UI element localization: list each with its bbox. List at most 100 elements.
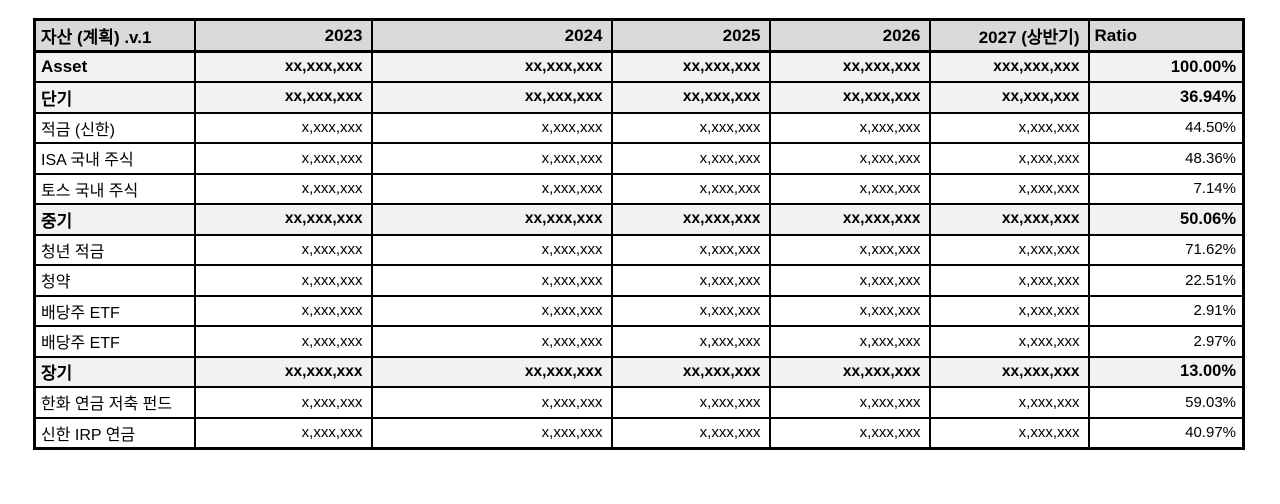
cell-value-2023: xx,xxx,xxx	[193, 81, 373, 114]
table-row-shinhan-irp-pension: 신한 IRP 연금 x,xxx,xxx x,xxx,xxx x,xxx,xxx …	[33, 416, 1245, 449]
cell-value-2025: xx,xxx,xxx	[610, 81, 771, 114]
cell-value-2025: xx,xxx,xxx	[610, 355, 771, 388]
cell-value-2027: x,xxx,xxx	[928, 264, 1090, 297]
cell-value-2023: x,xxx,xxx	[193, 172, 373, 205]
cell-value-2026: x,xxx,xxx	[768, 111, 931, 144]
cell-value-2026: x,xxx,xxx	[768, 294, 931, 327]
cell-value-2026: x,xxx,xxx	[768, 325, 931, 358]
cell-value-2025: x,xxx,xxx	[610, 325, 771, 358]
table-row-short-term: 단기 xx,xxx,xxx xx,xxx,xxx xx,xxx,xxx xx,x…	[33, 81, 1245, 114]
row-label: 청약	[33, 264, 196, 297]
cell-value-2024: x,xxx,xxx	[370, 111, 613, 144]
cell-value-2023: x,xxx,xxx	[193, 294, 373, 327]
cell-value-2025: x,xxx,xxx	[610, 233, 771, 266]
cell-ratio: 50.06%	[1087, 203, 1245, 236]
row-label: 장기	[33, 355, 196, 388]
cell-value-2027: x,xxx,xxx	[928, 172, 1090, 205]
cell-value-2025: xx,xxx,xxx	[610, 50, 771, 83]
cell-ratio: 100.00%	[1087, 50, 1245, 83]
cell-value-2026: x,xxx,xxx	[768, 172, 931, 205]
row-label: 청년 적금	[33, 233, 196, 266]
cell-value-2026: xx,xxx,xxx	[768, 50, 931, 83]
cell-ratio: 40.97%	[1087, 416, 1245, 449]
table-row-housing-subscription: 청약 x,xxx,xxx x,xxx,xxx x,xxx,xxx x,xxx,x…	[33, 264, 1245, 297]
column-header-title: 자산 (계획) .v.1	[33, 18, 196, 53]
table-row-savings-shinhan: 적금 (신한) x,xxx,xxx x,xxx,xxx x,xxx,xxx x,…	[33, 111, 1245, 144]
cell-ratio: 13.00%	[1087, 355, 1245, 388]
row-label: 토스 국내 주식	[33, 172, 196, 205]
cell-value-2024: x,xxx,xxx	[370, 172, 613, 205]
cell-value-2027: x,xxx,xxx	[928, 416, 1090, 449]
row-label: Asset	[33, 50, 196, 83]
cell-ratio: 22.51%	[1087, 264, 1245, 297]
row-label: 신한 IRP 연금	[33, 416, 196, 449]
cell-value-2027: x,xxx,xxx	[928, 386, 1090, 419]
cell-value-2027: x,xxx,xxx	[928, 142, 1090, 175]
cell-value-2027: xx,xxx,xxx	[928, 355, 1090, 388]
cell-value-2025: xx,xxx,xxx	[610, 203, 771, 236]
cell-value-2026: x,xxx,xxx	[768, 142, 931, 175]
cell-value-2023: x,xxx,xxx	[193, 325, 373, 358]
column-header-2026: 2026	[768, 18, 931, 53]
cell-value-2023: xx,xxx,xxx	[193, 50, 373, 83]
row-label: ISA 국내 주식	[33, 142, 196, 175]
cell-value-2027: xx,xxx,xxx	[928, 81, 1090, 114]
cell-value-2027: x,xxx,xxx	[928, 233, 1090, 266]
cell-value-2026: xx,xxx,xxx	[768, 355, 931, 388]
column-header-2023: 2023	[193, 18, 373, 53]
cell-value-2024: x,xxx,xxx	[370, 386, 613, 419]
cell-value-2027: xxx,xxx,xxx	[928, 50, 1090, 83]
cell-ratio: 36.94%	[1087, 81, 1245, 114]
table-row-isa-domestic-stock: ISA 국내 주식 x,xxx,xxx x,xxx,xxx x,xxx,xxx …	[33, 142, 1245, 175]
column-header-ratio: Ratio	[1087, 18, 1245, 53]
cell-value-2027: xx,xxx,xxx	[928, 203, 1090, 236]
cell-value-2023: xx,xxx,xxx	[193, 203, 373, 236]
row-label: 배당주 ETF	[33, 325, 196, 358]
cell-ratio: 2.91%	[1087, 294, 1245, 327]
cell-value-2024: x,xxx,xxx	[370, 264, 613, 297]
cell-value-2027: x,xxx,xxx	[928, 325, 1090, 358]
cell-value-2026: x,xxx,xxx	[768, 233, 931, 266]
table-row-long-term: 장기 xx,xxx,xxx xx,xxx,xxx xx,xxx,xxx xx,x…	[33, 355, 1245, 388]
table-row-asset: Asset xx,xxx,xxx xx,xxx,xxx xx,xxx,xxx x…	[33, 50, 1245, 83]
cell-value-2027: x,xxx,xxx	[928, 111, 1090, 144]
table-row-mid-term: 중기 xx,xxx,xxx xx,xxx,xxx xx,xxx,xxx xx,x…	[33, 203, 1245, 236]
cell-value-2025: x,xxx,xxx	[610, 111, 771, 144]
cell-value-2024: x,xxx,xxx	[370, 233, 613, 266]
cell-value-2024: x,xxx,xxx	[370, 142, 613, 175]
cell-ratio: 7.14%	[1087, 172, 1245, 205]
cell-value-2024: x,xxx,xxx	[370, 416, 613, 449]
cell-value-2025: x,xxx,xxx	[610, 142, 771, 175]
cell-value-2026: x,xxx,xxx	[768, 386, 931, 419]
cell-value-2024: x,xxx,xxx	[370, 294, 613, 327]
cell-value-2026: xx,xxx,xxx	[768, 81, 931, 114]
column-header-2025: 2025	[610, 18, 771, 53]
row-label: 한화 연금 저축 펀드	[33, 386, 196, 419]
table-row-dividend-etf-2: 배당주 ETF x,xxx,xxx x,xxx,xxx x,xxx,xxx x,…	[33, 325, 1245, 358]
table-row-dividend-etf-1: 배당주 ETF x,xxx,xxx x,xxx,xxx x,xxx,xxx x,…	[33, 294, 1245, 327]
cell-value-2023: x,xxx,xxx	[193, 233, 373, 266]
column-header-2027-h1: 2027 (상반기)	[928, 18, 1090, 53]
cell-value-2026: x,xxx,xxx	[768, 264, 931, 297]
cell-value-2023: x,xxx,xxx	[193, 111, 373, 144]
table-row-hanwha-pension-fund: 한화 연금 저축 펀드 x,xxx,xxx x,xxx,xxx x,xxx,xx…	[33, 386, 1245, 419]
cell-value-2024: xx,xxx,xxx	[370, 81, 613, 114]
row-label: 적금 (신한)	[33, 111, 196, 144]
cell-value-2026: x,xxx,xxx	[768, 416, 931, 449]
cell-value-2025: x,xxx,xxx	[610, 264, 771, 297]
column-header-2024: 2024	[370, 18, 613, 53]
cell-value-2023: xx,xxx,xxx	[193, 355, 373, 388]
cell-ratio: 2.97%	[1087, 325, 1245, 358]
cell-ratio: 71.62%	[1087, 233, 1245, 266]
cell-value-2025: x,xxx,xxx	[610, 294, 771, 327]
row-label: 중기	[33, 203, 196, 236]
header-row: 자산 (계획) .v.1 2023 2024 2025 2026 2027 (상…	[33, 18, 1245, 53]
cell-value-2025: x,xxx,xxx	[610, 172, 771, 205]
cell-value-2024: xx,xxx,xxx	[370, 50, 613, 83]
asset-plan-table: 자산 (계획) .v.1 2023 2024 2025 2026 2027 (상…	[33, 18, 1245, 450]
row-label: 단기	[33, 81, 196, 114]
cell-value-2024: xx,xxx,xxx	[370, 355, 613, 388]
cell-value-2023: x,xxx,xxx	[193, 386, 373, 419]
cell-value-2025: x,xxx,xxx	[610, 386, 771, 419]
